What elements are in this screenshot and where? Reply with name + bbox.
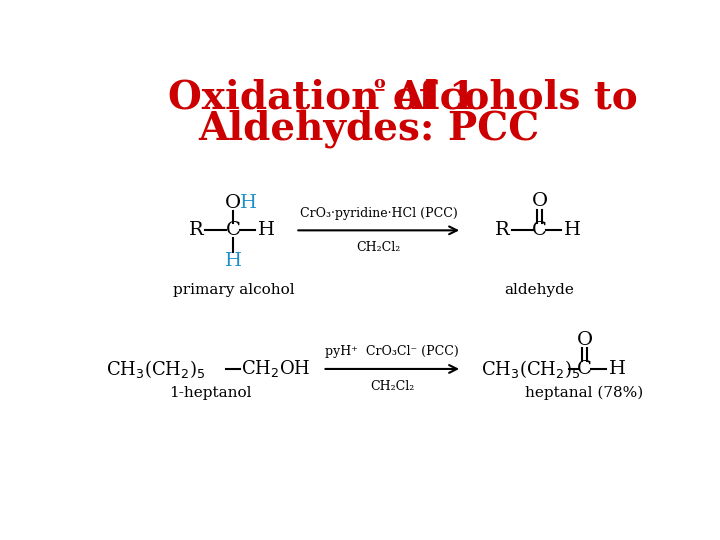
- Text: R: R: [495, 221, 510, 239]
- Text: CH$_3$(CH$_2$)$_5$: CH$_3$(CH$_2$)$_5$: [482, 358, 581, 380]
- Text: H: H: [564, 221, 581, 239]
- Text: Oxidation of 1: Oxidation of 1: [168, 79, 476, 117]
- Text: O: O: [577, 330, 593, 349]
- Text: CH₂Cl₂: CH₂Cl₂: [370, 380, 415, 393]
- Text: º: º: [373, 79, 384, 100]
- Text: pyH⁺  CrO₃Cl⁻ (PCC): pyH⁺ CrO₃Cl⁻ (PCC): [325, 345, 459, 358]
- Text: C: C: [577, 360, 592, 378]
- Text: aldehyde: aldehyde: [505, 283, 575, 296]
- Text: C: C: [532, 221, 547, 239]
- Text: Aldehydes: PCC: Aldehydes: PCC: [199, 110, 539, 148]
- Text: R: R: [189, 221, 204, 239]
- Text: primary alcohol: primary alcohol: [173, 283, 294, 296]
- Text: H: H: [225, 252, 242, 270]
- Text: Alcohols to: Alcohols to: [382, 79, 638, 117]
- Text: 1-heptanol: 1-heptanol: [169, 386, 251, 400]
- Text: CrO₃·pyridine·HCl (PCC): CrO₃·pyridine·HCl (PCC): [300, 207, 458, 220]
- Text: CH₂Cl₂: CH₂Cl₂: [356, 241, 401, 254]
- Text: H: H: [609, 360, 626, 378]
- Text: C: C: [226, 221, 240, 239]
- Text: heptanal (78%): heptanal (78%): [526, 386, 644, 400]
- Text: H: H: [240, 194, 257, 212]
- Text: H: H: [258, 221, 275, 239]
- Text: O: O: [531, 192, 548, 210]
- Text: CH$_2$OH: CH$_2$OH: [241, 359, 311, 380]
- Text: O: O: [225, 194, 241, 212]
- Text: CH$_3$(CH$_2$)$_5$: CH$_3$(CH$_2$)$_5$: [106, 358, 205, 380]
